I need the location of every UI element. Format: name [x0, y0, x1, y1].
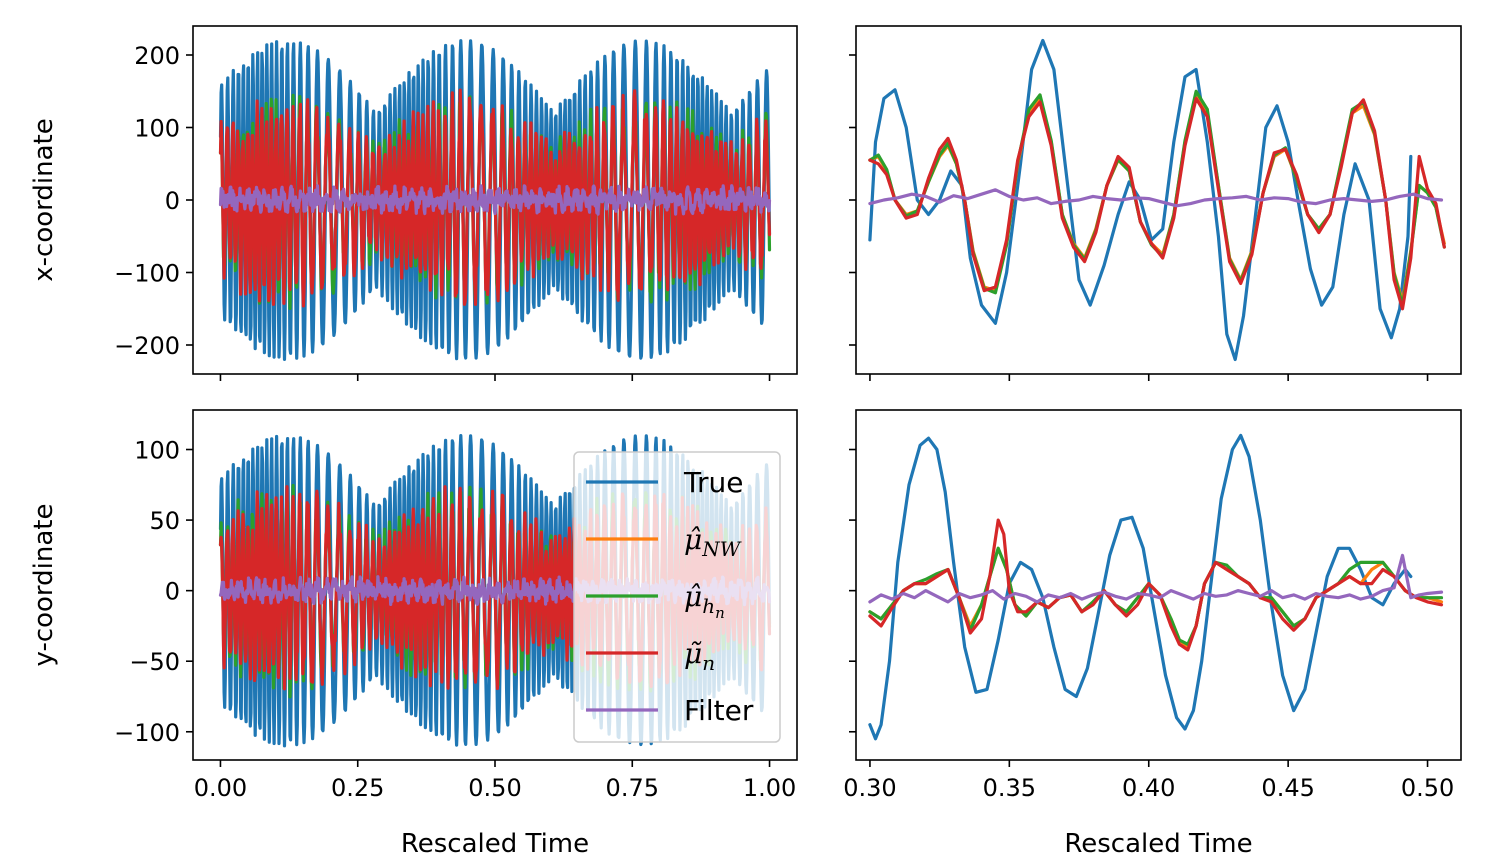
- series-line-true: [868, 433, 1413, 741]
- series-line-filter: [218, 184, 772, 216]
- axes-frame: [855, 409, 1462, 761]
- panel-top-right: [849, 25, 1462, 381]
- series-line-nw: [868, 93, 1446, 304]
- x-tick-label: 0.30: [843, 774, 896, 802]
- series-line-tilde: [868, 518, 1444, 652]
- x-tick-label: 0.50: [1401, 774, 1454, 802]
- y-axis-label: y-coordinate: [29, 504, 59, 667]
- y-axis-label: x-coordinate: [29, 118, 59, 281]
- x-axis-label: Rescaled Time: [1064, 829, 1252, 859]
- plot-area: [218, 39, 772, 361]
- y-tick-label: 50: [149, 507, 180, 535]
- legend-label-nw: μ̂NW: [684, 523, 742, 561]
- x-tick-label: 0.00: [194, 774, 247, 802]
- y-tick-label: 100: [134, 437, 180, 465]
- plot-area: [868, 38, 1446, 362]
- x-tick-label: 1.00: [743, 774, 796, 802]
- y-tick-label: −100: [114, 719, 180, 747]
- y-tick-label: 0: [165, 578, 180, 606]
- series-line-filter: [868, 553, 1444, 604]
- series-line-tilde: [868, 96, 1446, 311]
- x-tick-label: 0.35: [983, 774, 1036, 802]
- x-tick-label: 0.40: [1122, 774, 1175, 802]
- x-tick-label: 0.45: [1261, 774, 1314, 802]
- legend-label-tilde: μ̃n: [684, 637, 715, 675]
- panel-bottom-right: 0.30 0.35 0.40 0.45 0.50 Rescaled Time: [843, 409, 1462, 859]
- y-tick-label: 100: [134, 115, 180, 143]
- plot-area: [868, 433, 1444, 741]
- y-tick-label: −50: [129, 648, 180, 676]
- legend-label-true: True: [683, 466, 743, 499]
- legend-label-filter: Filter: [684, 694, 754, 727]
- y-tick-label: 200: [134, 42, 180, 70]
- series-line-true: [868, 38, 1413, 362]
- x-tick-label: 0.50: [468, 774, 521, 802]
- x-tick-label: 0.75: [606, 774, 659, 802]
- y-tick-label: 0: [165, 187, 180, 215]
- x-tick-label: 0.25: [331, 774, 384, 802]
- y-tick-label: −200: [114, 332, 180, 360]
- legend-label-hn: μ̂hn: [684, 580, 725, 622]
- y-tick-label: −100: [114, 260, 180, 288]
- legend-frame: [573, 451, 781, 743]
- series-line-tilde: [218, 88, 772, 308]
- series-line-filter: [868, 188, 1444, 208]
- panel-top-left: −200 −100 0 100 200 x-coordinate: [29, 25, 798, 381]
- series-line-hn: [868, 89, 1446, 307]
- legend: True μ̂NW μ̂hn μ̃n Filter: [573, 451, 781, 743]
- x-axis-label: Rescaled Time: [401, 829, 589, 859]
